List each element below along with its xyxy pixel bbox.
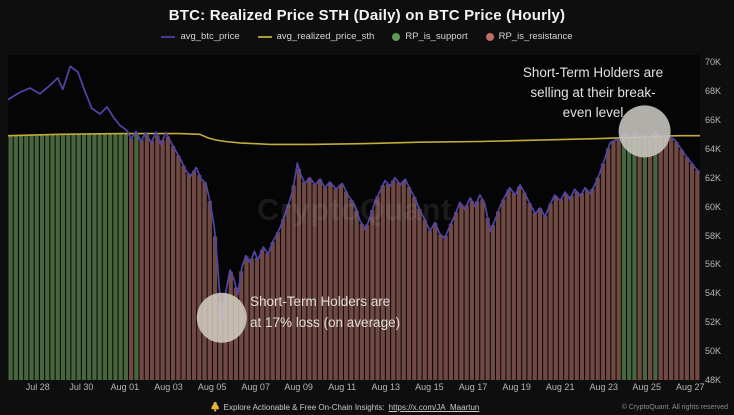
legend-item-avg-btc-price[interactable]: avg_btc_price bbox=[161, 31, 240, 42]
annotation-line: Short-Term Holders are bbox=[522, 65, 664, 80]
highlight-circle bbox=[618, 105, 671, 158]
legend-item-avg-realized-price-sth[interactable]: avg_realized_price_sth bbox=[257, 31, 375, 42]
x-tick-label: Aug 05 bbox=[197, 382, 227, 392]
y-tick-label: 56K bbox=[705, 259, 722, 270]
x-tick-label: Aug 21 bbox=[545, 382, 575, 392]
x-tick-label: Aug 23 bbox=[589, 382, 619, 392]
y-tick-label: 64K bbox=[705, 143, 722, 154]
x-tick-label: Aug 11 bbox=[328, 382, 357, 392]
y-tick-label: 52K bbox=[705, 317, 722, 328]
x-tick-label: Aug 17 bbox=[458, 382, 488, 392]
y-tick-label: 54K bbox=[705, 288, 722, 299]
x-tick-label: Aug 27 bbox=[676, 382, 705, 392]
y-tick-label: 70K bbox=[705, 57, 722, 67]
dot-swatch-icon bbox=[485, 32, 494, 41]
x-tick-label: Aug 25 bbox=[632, 382, 661, 392]
chart-legend: avg_btc_price avg_realized_price_sth RP_… bbox=[0, 31, 734, 42]
line-swatch-icon bbox=[257, 35, 272, 38]
x-tick-label: Aug 07 bbox=[241, 382, 270, 392]
x-tick-label: Jul 30 bbox=[69, 382, 94, 392]
bell-icon bbox=[211, 402, 219, 412]
x-tick-label: Aug 15 bbox=[415, 382, 444, 392]
x-tick-label: Aug 09 bbox=[284, 382, 313, 392]
legend-label: RP_is_resistance bbox=[498, 31, 573, 42]
legend-label: RP_is_support bbox=[405, 31, 468, 42]
x-tick-label: Aug 03 bbox=[154, 382, 183, 392]
y-tick-label: 66K bbox=[705, 114, 722, 125]
legend-item-rp-is-resistance[interactable]: RP_is_resistance bbox=[485, 31, 573, 42]
highlight-circle bbox=[196, 292, 247, 343]
support-resistance-stripes bbox=[8, 133, 700, 380]
footer-link[interactable]: https://x.com/JA_Maartun bbox=[388, 402, 480, 412]
annotation-line: selling at their break- bbox=[530, 85, 656, 100]
x-tick-label: Aug 01 bbox=[110, 382, 140, 392]
dot-swatch-icon bbox=[392, 32, 401, 41]
y-tick-label: 68K bbox=[705, 85, 722, 96]
price-chart-svg bbox=[8, 65, 700, 380]
x-tick-label: Aug 13 bbox=[371, 382, 401, 392]
y-tick-label: 48K bbox=[705, 375, 722, 385]
x-tick-label: Aug 19 bbox=[502, 382, 531, 392]
x-tick-label: Jul 28 bbox=[25, 382, 50, 392]
footer-text: Explore Actionable & Free On-Chain Insig… bbox=[223, 402, 385, 412]
btc-price-line bbox=[8, 65, 700, 325]
y-tick-label: 58K bbox=[705, 230, 722, 241]
copyright-text: © CryptoQuant. All rights reserved bbox=[621, 404, 728, 411]
annotation-line: Short-Term Holders are bbox=[250, 294, 391, 309]
y-tick-label: 62K bbox=[705, 172, 722, 183]
annotation-break-even: Short-Term Holders are selling at their … bbox=[497, 63, 689, 123]
legend-label: avg_btc_price bbox=[180, 31, 240, 42]
y-tick-label: 50K bbox=[705, 346, 722, 357]
annotation-line: at 17% loss (on average) bbox=[250, 315, 401, 330]
line-swatch-icon bbox=[161, 35, 176, 38]
chart-plot-area[interactable] bbox=[8, 55, 700, 380]
page-title: BTC: Realized Price STH (Daily) on BTC P… bbox=[168, 7, 566, 24]
annotation-line: even level bbox=[562, 105, 624, 120]
y-tick-label: 60K bbox=[705, 201, 722, 212]
footer-note: Explore Actionable & Free On-Chain Insig… bbox=[211, 402, 480, 412]
legend-item-rp-is-support[interactable]: RP_is_support bbox=[392, 31, 468, 42]
annotation-17pct-loss: Short-Term Holders are at 17% loss (on a… bbox=[250, 291, 400, 333]
legend-label: avg_realized_price_sth bbox=[276, 31, 375, 42]
